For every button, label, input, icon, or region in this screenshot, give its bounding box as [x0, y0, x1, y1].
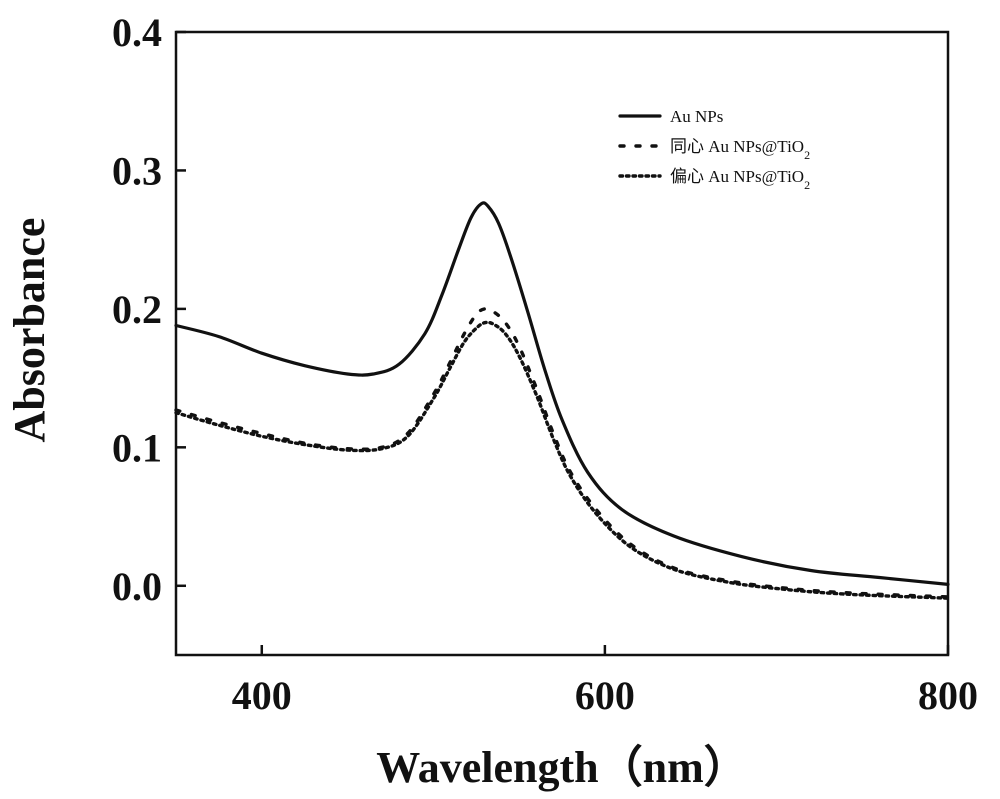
x-tick-label: 800: [918, 673, 978, 718]
y-tick-label: 0.4: [112, 10, 162, 55]
y-tick-label: 0.1: [112, 425, 162, 470]
series-layer: [174, 201, 950, 600]
legend-label-1: Au NPs: [670, 107, 723, 126]
x-tick-label: 600: [575, 673, 635, 718]
y-axis-title: Absorbance: [5, 218, 54, 443]
legend-label-3: 偏心 Au NPs@TiO2: [670, 167, 810, 192]
y-tick-label: 0.2: [112, 287, 162, 332]
x-tick-label: 400: [232, 673, 292, 718]
y-tick-label: 0.0: [112, 564, 162, 609]
plot-frame: [174, 30, 950, 657]
series-line-1: [174, 201, 950, 586]
legend-label-2: 同心 Au NPs@TiO2: [670, 137, 810, 162]
tick-layer: 400 600 800 0.0 0.1 0.2 0.3 0.4: [112, 10, 978, 718]
x-axis-title: Wavelength（nm）: [376, 743, 748, 792]
series-line-2: [174, 307, 950, 599]
y-tick-label: 0.3: [112, 148, 162, 193]
legend: Au NPs 同心 Au NPs@TiO2 偏心 Au NPs@TiO2: [618, 107, 810, 192]
